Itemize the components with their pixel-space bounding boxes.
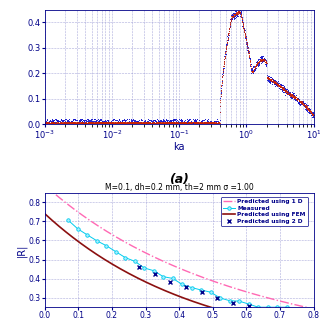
- Measured: [285, 305, 289, 309]
- Measured: [180, 283, 184, 286]
- Measured: [199, 288, 203, 292]
- Predicted using 2 D: [231, 300, 235, 304]
- Predicted using FEM: [199, 302, 203, 306]
- Predicted using 1 D: [264, 295, 268, 299]
- Measured: [85, 233, 89, 237]
- Predicted using FEM: [44, 212, 48, 216]
- Predicted using 2 D: [247, 304, 251, 308]
- Measured: [190, 286, 194, 290]
- Predicted using 2 D: [153, 272, 156, 276]
- Predicted using 2 D: [215, 297, 219, 300]
- Predicted using 1 D: [43, 183, 47, 187]
- Line: Predicted using FEM: Predicted using FEM: [45, 214, 307, 320]
- Measured: [142, 266, 146, 270]
- Measured: [133, 260, 137, 263]
- Measured: [218, 296, 222, 300]
- Legend: Predicted using 1 D, Measured, Predicted using FEM, Predicted using 2 D: Predicted using 1 D, Measured, Predicted…: [221, 197, 308, 226]
- Measured: [237, 299, 241, 303]
- Measured: [95, 239, 99, 243]
- Predicted using 1 D: [203, 276, 207, 280]
- Measured: [124, 256, 127, 260]
- Predicted using 2 D: [262, 308, 266, 312]
- Predicted using FEM: [203, 304, 207, 308]
- Measured: [67, 219, 70, 222]
- Predicted using 2 D: [137, 265, 141, 269]
- Measured: [228, 299, 232, 303]
- Line: Measured: Measured: [67, 219, 288, 309]
- Predicted using 1 D: [305, 306, 309, 309]
- Y-axis label: |R|: |R|: [17, 243, 27, 257]
- Predicted using FEM: [43, 212, 47, 216]
- Text: (a): (a): [169, 172, 189, 186]
- Title: M=0.1, dh=0.2 mm, th=2 mm σ =1.00: M=0.1, dh=0.2 mm, th=2 mm σ =1.00: [105, 183, 253, 192]
- Measured: [152, 269, 156, 273]
- Measured: [275, 305, 279, 309]
- Predicted using 1 D: [198, 275, 202, 278]
- Predicted using 2 D: [184, 285, 188, 289]
- Measured: [114, 250, 118, 253]
- Measured: [104, 244, 108, 248]
- Measured: [266, 305, 270, 309]
- Measured: [161, 275, 165, 279]
- Predicted using FEM: [198, 302, 202, 306]
- Measured: [76, 227, 80, 231]
- Line: Predicted using 1 D: Predicted using 1 D: [45, 185, 307, 308]
- Measured: [171, 276, 175, 280]
- Predicted using 1 D: [199, 275, 203, 279]
- Predicted using 1 D: [44, 184, 48, 188]
- Predicted using 2 D: [200, 290, 204, 294]
- Line: Predicted using 2 D: Predicted using 2 D: [136, 265, 283, 317]
- Predicted using 2 D: [168, 280, 172, 284]
- Measured: [256, 305, 260, 309]
- X-axis label: ka: ka: [173, 142, 185, 152]
- Predicted using 1 D: [280, 300, 284, 304]
- Measured: [247, 302, 251, 306]
- Predicted using 2 D: [278, 313, 282, 317]
- Measured: [209, 290, 213, 294]
